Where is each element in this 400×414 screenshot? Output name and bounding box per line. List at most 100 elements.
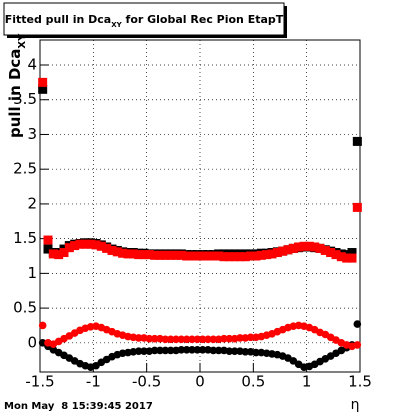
- circle-marker: [182, 345, 191, 354]
- y-tick-label: 1: [27, 264, 37, 282]
- circle-marker: [204, 335, 212, 344]
- y-tick-label: 0: [27, 333, 37, 351]
- circle-marker: [134, 334, 143, 342]
- square-marker: [192, 251, 202, 261]
- square-marker: [43, 244, 53, 254]
- square-marker: [262, 250, 272, 260]
- circle-marker: [161, 335, 170, 344]
- circle-marker: [209, 335, 218, 344]
- x-tick-label: -1: [86, 373, 101, 391]
- circle-marker: [166, 346, 175, 355]
- plot-frame: [39, 39, 361, 373]
- square-marker: [278, 246, 288, 256]
- y-tick-label: 3.5: [13, 90, 37, 108]
- circle-marker: [225, 334, 234, 343]
- square-marker: [70, 241, 80, 251]
- circle-marker: [246, 333, 255, 342]
- y-tick-label: 2.5: [13, 160, 37, 178]
- square-marker: [176, 250, 186, 260]
- y-tick-label: 4: [27, 56, 37, 74]
- circle-marker: [230, 347, 239, 355]
- square-marker: [54, 250, 64, 260]
- circle-marker: [353, 341, 362, 349]
- footer-date: Mon May 8 15:39:45 2017: [4, 401, 153, 412]
- square-marker: [75, 239, 85, 249]
- square-marker: [38, 84, 48, 94]
- circle-marker: [182, 335, 191, 344]
- circle-marker: [252, 348, 260, 357]
- circle-marker: [236, 334, 244, 342]
- square-marker: [235, 252, 245, 262]
- circle-marker: [140, 347, 148, 355]
- square-marker: [214, 251, 224, 261]
- circle-marker: [220, 334, 228, 343]
- square-marker: [91, 240, 101, 250]
- square-marker: [139, 250, 149, 260]
- square-marker: [187, 251, 197, 261]
- square-marker: [294, 242, 304, 252]
- circle-marker: [156, 346, 164, 355]
- square-marker: [96, 241, 106, 251]
- y-tick-label: 1.5: [13, 229, 37, 247]
- square-marker: [310, 242, 320, 252]
- circle-marker: [214, 346, 223, 355]
- circle-marker: [150, 334, 159, 343]
- x-tick-label: 1: [302, 373, 312, 391]
- square-marker: [155, 250, 165, 260]
- circle-marker: [38, 321, 47, 330]
- square-marker: [102, 243, 112, 253]
- square-marker: [64, 243, 74, 253]
- square-marker: [326, 248, 336, 258]
- x-tick-label: -1.5: [25, 373, 54, 391]
- square-marker: [171, 250, 181, 260]
- title-box: [3, 2, 285, 36]
- square-marker: [59, 248, 69, 258]
- square-marker: [123, 249, 133, 259]
- square-marker: [283, 245, 293, 255]
- x-tick-label: 0: [195, 373, 205, 391]
- square-marker: [80, 239, 90, 249]
- square-marker: [347, 248, 357, 258]
- square-marker: [203, 251, 213, 261]
- square-marker: [331, 250, 341, 260]
- square-marker: [342, 253, 352, 263]
- circle-marker: [172, 335, 180, 344]
- circle-marker: [145, 334, 154, 343]
- circle-marker: [134, 347, 143, 355]
- square-marker: [219, 252, 229, 262]
- square-marker: [208, 251, 218, 261]
- square-marker: [224, 252, 234, 262]
- circle-marker: [161, 346, 170, 355]
- circle-marker: [225, 347, 234, 355]
- square-marker: [336, 252, 346, 262]
- square-marker: [347, 253, 357, 263]
- square-marker: [43, 235, 53, 245]
- square-marker: [320, 245, 330, 255]
- square-marker: [160, 250, 170, 260]
- y-tick-label: 3: [27, 125, 37, 143]
- square-marker: [128, 249, 138, 259]
- square-marker: [38, 77, 48, 87]
- square-marker: [256, 250, 266, 260]
- square-marker: [352, 202, 362, 212]
- x-tick-label: -0.5: [132, 373, 161, 391]
- square-marker: [272, 248, 282, 258]
- square-marker: [150, 250, 160, 260]
- circle-marker: [177, 345, 186, 354]
- square-marker: [315, 243, 325, 253]
- circle-marker: [241, 348, 250, 356]
- square-marker: [86, 239, 96, 249]
- x-tick-label: 1.5: [348, 373, 372, 391]
- square-marker: [267, 249, 277, 259]
- y-tick-label: 2: [27, 194, 37, 212]
- circle-marker: [188, 335, 196, 344]
- circle-marker: [209, 346, 218, 355]
- x-axis-label: η: [351, 397, 360, 413]
- square-marker: [166, 250, 176, 260]
- x-tick-label: 0.5: [241, 373, 265, 391]
- square-marker: [304, 241, 314, 251]
- square-marker: [251, 251, 261, 261]
- square-marker: [107, 245, 117, 255]
- circle-marker: [150, 346, 159, 355]
